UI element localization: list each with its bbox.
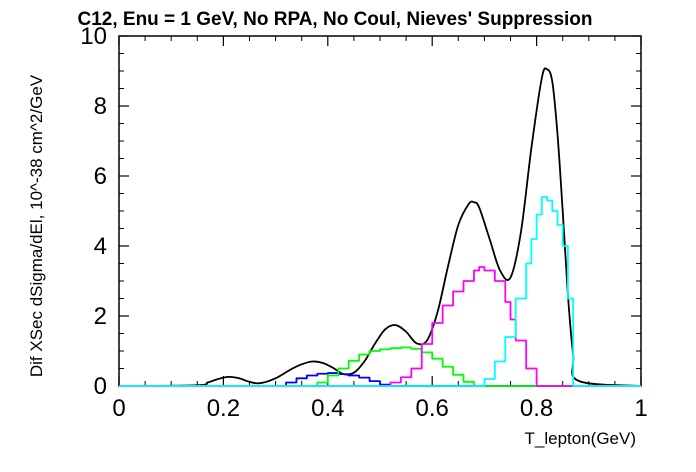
x-tick-label: 0.8	[520, 395, 553, 422]
series-layer	[118, 67, 642, 387]
axis-ticks	[118, 35, 642, 387]
y-axis-label: Dif XSec dSigma/dEl, 10^-38 cm^2/GeV	[27, 74, 46, 377]
x-axis-label: T_lepton(GeV)	[525, 429, 637, 448]
series-line-2	[119, 346, 641, 387]
y-tick-label: 8	[94, 93, 107, 120]
x-tick-label: 0.6	[416, 395, 449, 422]
y-tick-label: 6	[94, 163, 107, 190]
x-tick-label: 0	[112, 395, 125, 422]
series-line-3	[119, 266, 641, 387]
series-line-4	[119, 196, 641, 387]
x-tick-label: 0.4	[311, 395, 344, 422]
chart-title: C12, Enu = 1 GeV, No RPA, No Coul, Nieve…	[77, 9, 592, 30]
y-tick-label: 0	[94, 373, 107, 400]
x-tick-label: 1	[634, 395, 647, 422]
series-line-0	[118, 67, 642, 387]
y-tick-label: 4	[94, 233, 107, 260]
y-tick-label: 10	[80, 23, 107, 50]
y-tick-label: 2	[94, 303, 107, 330]
x-tick-label: 0.2	[207, 395, 240, 422]
